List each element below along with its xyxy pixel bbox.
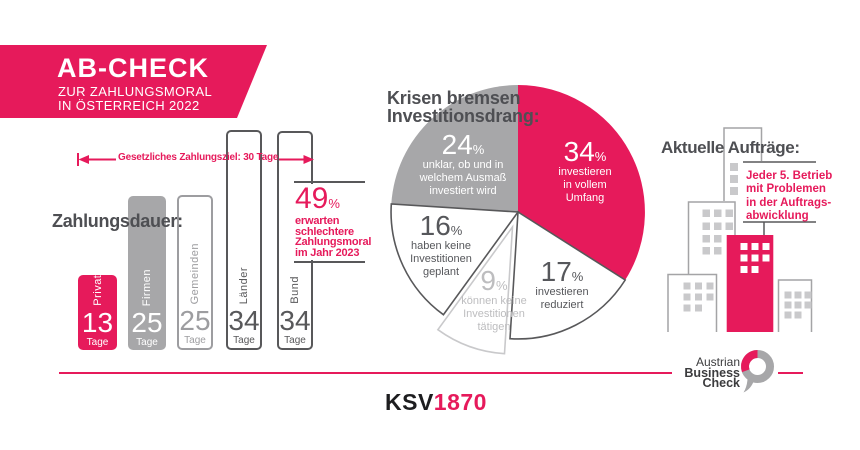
footer-divider-left xyxy=(59,372,672,374)
building-windows xyxy=(683,282,714,312)
payment-target-label: Gesetzliches Zahlungsziel: 30 Tage xyxy=(118,152,279,163)
title-banner: AB-CHECK ZUR ZAHLUNGSMORAL IN ÖSTERREICH… xyxy=(0,45,267,118)
bar-value: 25 xyxy=(131,307,163,338)
building-windows xyxy=(784,291,812,319)
building-windows xyxy=(740,243,770,273)
building-tall-back xyxy=(723,127,763,201)
bar-laender: Länder 34 Tage xyxy=(226,130,262,350)
pie-slice-9-exploded xyxy=(436,224,514,355)
pie-label-9: 9% können keine Investitionen tätigen xyxy=(461,265,527,333)
orders-note: Jeder 5. Betrieb mit Problemen in der Au… xyxy=(746,170,833,223)
pie-slice-24 xyxy=(391,85,518,212)
bar-value: 34 xyxy=(279,305,311,336)
pie-slice-16 xyxy=(390,203,520,316)
banner-title: AB-CHECK xyxy=(57,53,209,83)
bar-unit: Tage xyxy=(284,335,306,346)
building-small-left xyxy=(667,273,718,332)
pie-label-24: 24% unklar, ob und in welchem Ausmaß inves… xyxy=(419,129,507,197)
bar-value: 25 xyxy=(179,305,211,336)
building-pink xyxy=(726,235,774,332)
pie-chart-title: Krisen bremsen Investitionsdrang: xyxy=(387,88,540,126)
bar-firmen: Firmen 25 Tage xyxy=(128,196,166,350)
bar-private: Private 13 Tage xyxy=(78,268,117,350)
callout-value: 49% xyxy=(295,182,340,215)
bar-unit: Tage xyxy=(233,335,255,346)
callout-text: erwarten schlechtere Zahlungsmoral im Ja… xyxy=(295,215,372,259)
ksv1870-logo: KSV1870 xyxy=(385,389,487,415)
callout-bracket xyxy=(294,181,365,263)
bar-value: 34 xyxy=(228,305,260,336)
bar-value: 13 xyxy=(81,307,114,338)
banner-subtitle: ZUR ZAHLUNGSMORAL IN ÖSTERREICH 2022 xyxy=(58,85,212,112)
pie-label-17: 17% investieren reduziert xyxy=(535,256,589,311)
abc-logo-text: Austrian Business Check xyxy=(684,355,740,390)
banner-subtitle-line1: ZUR ZAHLUNGSMORAL xyxy=(58,84,213,99)
bar-unit: Tage xyxy=(86,337,109,348)
target-dimension-line xyxy=(77,153,314,166)
banner-subtitle-line2: IN ÖSTERREICH 2022 xyxy=(58,97,200,113)
orders-heading: Aktuelle Aufträge: xyxy=(661,138,800,157)
footer-divider-right xyxy=(778,372,803,374)
bar-chart-heading: Zahlungsdauer: xyxy=(52,211,183,231)
abc-logo-mark xyxy=(741,350,774,393)
pie-slice-17 xyxy=(509,210,627,340)
building-windows xyxy=(730,163,738,195)
bar-unit: Tage xyxy=(184,335,206,346)
bar-unit: Tage xyxy=(136,337,158,348)
building-windows xyxy=(702,209,733,255)
callout-49-percent: 49% erwarten schlechtere Zahlungsmoral i… xyxy=(295,182,372,259)
bar-gemeinden: Gemeinden 25 Tage xyxy=(177,195,213,350)
pie-label-34: 34% investieren in vollem Umfang xyxy=(558,136,612,204)
pie-label-16: 16% haben keine Investitionen geplant xyxy=(410,210,472,278)
pie-chart xyxy=(390,85,645,355)
buildings-illustration xyxy=(667,127,816,332)
